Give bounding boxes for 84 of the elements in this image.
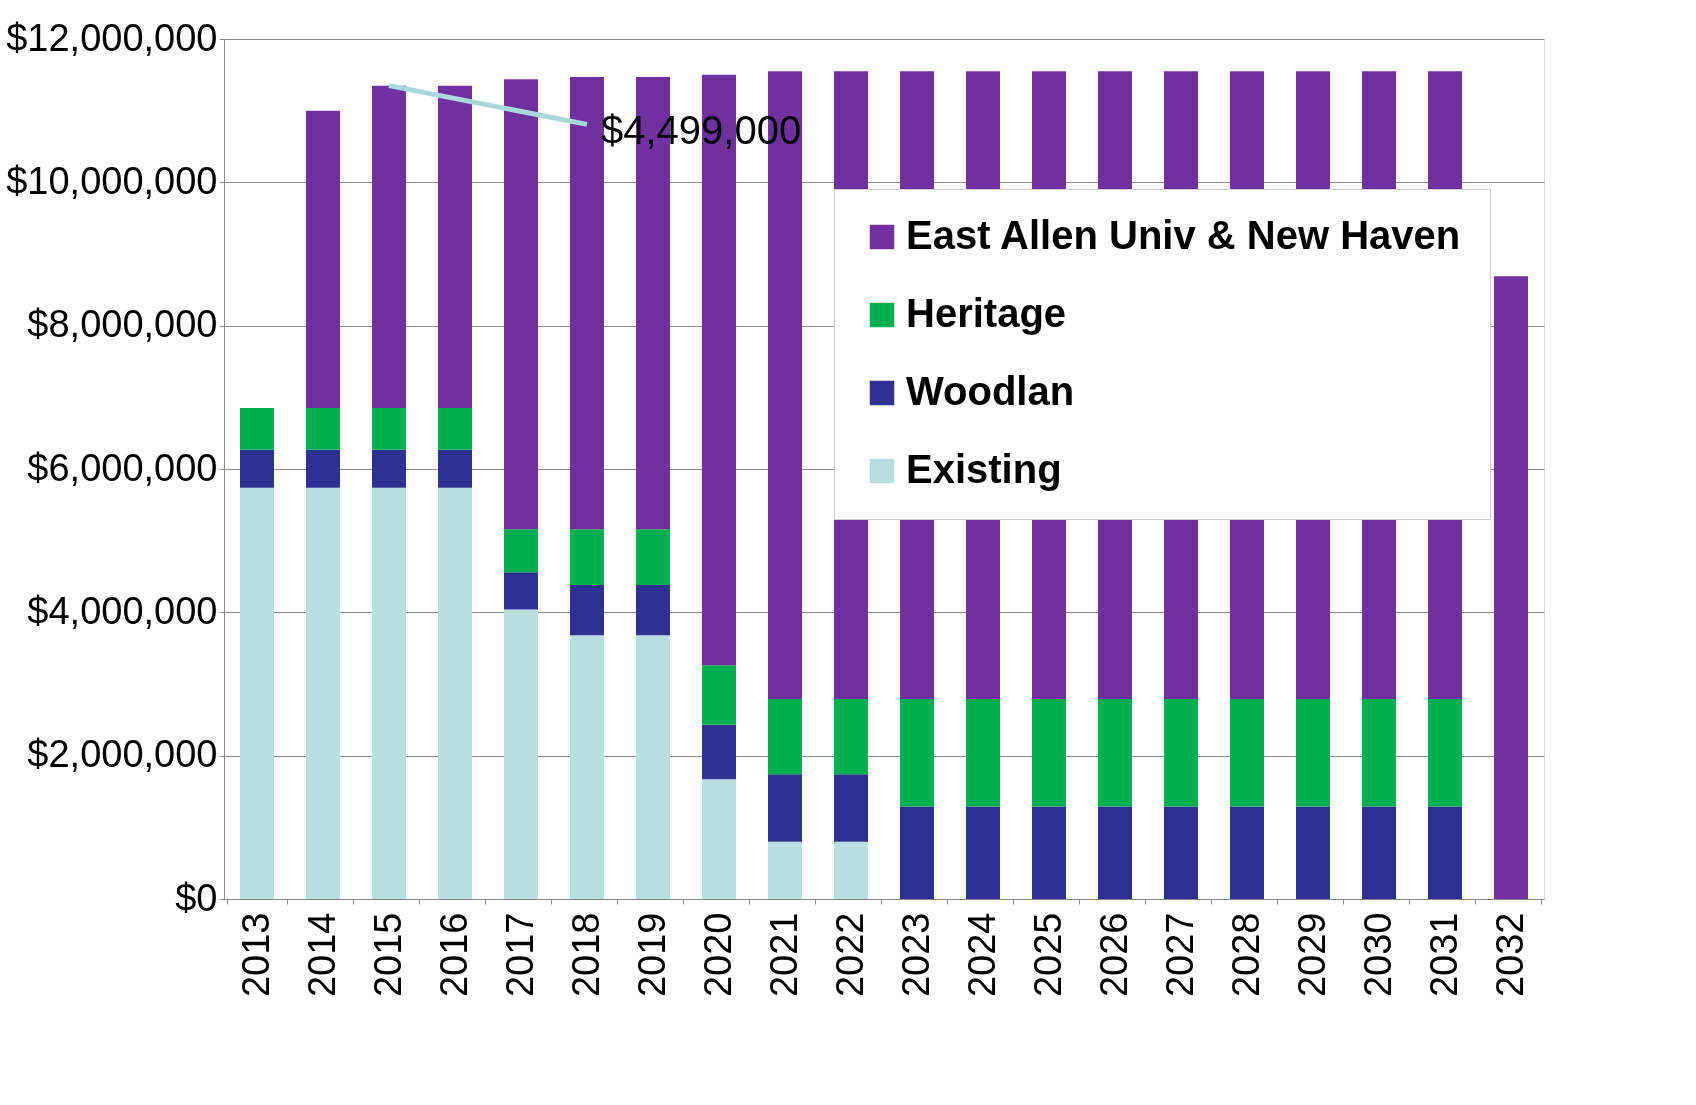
- bar: [834, 774, 868, 842]
- legend-label: Heritage: [906, 291, 1067, 335]
- bar: [1098, 806, 1132, 899]
- bar: [306, 110, 340, 409]
- bar: [900, 699, 934, 807]
- bar: [504, 572, 538, 610]
- bar: [240, 408, 274, 450]
- x-tick-label: 2020: [696, 912, 739, 998]
- x-tick-label: 2014: [300, 912, 343, 998]
- legend-label: East Allen Univ & New Haven: [906, 213, 1461, 257]
- x-tick-label: 2028: [1224, 912, 1267, 998]
- bar: [372, 408, 406, 450]
- bar: [570, 585, 604, 636]
- bar: [240, 449, 274, 488]
- y-tick-label: $10,000,000: [6, 159, 218, 202]
- bar: [570, 529, 604, 586]
- bar: [768, 841, 802, 899]
- x-tick-label: 2024: [960, 912, 1003, 998]
- bar: [1098, 699, 1132, 807]
- bar: [372, 85, 406, 409]
- bar: [1362, 699, 1396, 807]
- bar: [306, 408, 340, 450]
- bar: [966, 806, 1000, 899]
- bar: [702, 665, 736, 725]
- y-tick-label: $8,000,000: [27, 303, 218, 346]
- bar: [1032, 806, 1066, 899]
- x-tick-label: 2027: [1158, 912, 1201, 998]
- bar: [504, 529, 538, 573]
- bar: [372, 449, 406, 488]
- bar: [306, 449, 340, 488]
- bar: [438, 487, 472, 899]
- bar: [1164, 806, 1198, 899]
- y-tick-label: $2,000,000: [27, 733, 218, 776]
- bar: [1428, 699, 1462, 807]
- bar: [1362, 806, 1396, 899]
- x-tick-label: 2030: [1356, 912, 1399, 998]
- x-tick-label: 2032: [1488, 912, 1531, 998]
- bar: [768, 774, 802, 842]
- bar: [372, 487, 406, 899]
- x-tick-label: 2029: [1290, 912, 1333, 998]
- x-tick-label: 2019: [630, 912, 673, 998]
- bar: [1494, 276, 1528, 899]
- bar: [1230, 806, 1264, 899]
- bar: [900, 806, 934, 899]
- bar: [438, 85, 472, 409]
- x-tick-label: 2013: [234, 912, 277, 998]
- bar: [1032, 699, 1066, 807]
- bar: [702, 779, 736, 899]
- y-tick-label: $6,000,000: [27, 446, 218, 489]
- legend-label: Existing: [906, 447, 1062, 491]
- x-tick-label: 2018: [564, 912, 607, 998]
- x-tick-label: 2031: [1422, 912, 1465, 998]
- x-tick-label: 2016: [432, 912, 475, 998]
- y-tick-label: $4,000,000: [27, 589, 218, 632]
- bar: [306, 487, 340, 899]
- bar: [240, 487, 274, 899]
- bar: [636, 529, 670, 586]
- bar: [438, 408, 472, 450]
- x-tick-label: 2021: [762, 912, 805, 998]
- bar: [1296, 806, 1330, 899]
- bar: [1164, 699, 1198, 807]
- x-tick-label: 2015: [366, 912, 409, 998]
- x-tick-label: 2025: [1026, 912, 1069, 998]
- bar: [1230, 699, 1264, 807]
- bar: [438, 449, 472, 488]
- bar: [702, 724, 736, 780]
- bar: [1428, 806, 1462, 899]
- legend-label: Woodlan: [906, 369, 1075, 413]
- bar: [636, 635, 670, 899]
- x-tick-label: 2023: [894, 912, 937, 998]
- x-tick-label: 2022: [828, 912, 871, 998]
- bar: [834, 699, 868, 775]
- bar: [1296, 699, 1330, 807]
- bar: [570, 635, 604, 899]
- bar: [504, 79, 538, 530]
- bar: [768, 699, 802, 775]
- x-tick-label: 2017: [498, 912, 541, 998]
- bar: [834, 841, 868, 899]
- bar: [504, 609, 538, 899]
- y-tick-label: $0: [175, 876, 218, 919]
- bar: [966, 699, 1000, 807]
- y-tick-label: $12,000,000: [6, 16, 218, 59]
- x-tick-label: 2026: [1092, 912, 1135, 998]
- bar: [636, 585, 670, 636]
